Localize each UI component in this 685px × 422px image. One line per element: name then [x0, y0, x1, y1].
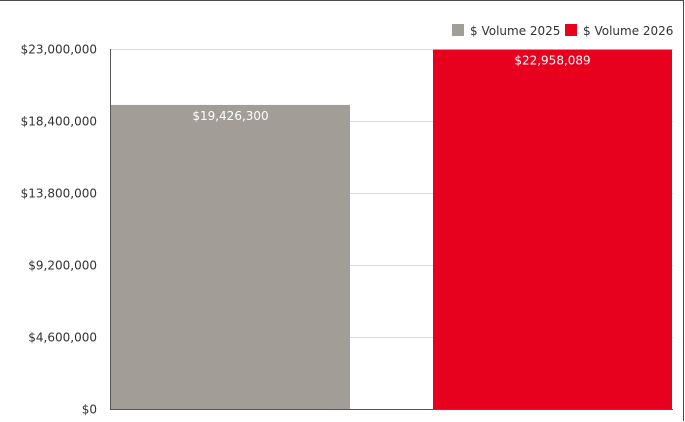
- bar-2025: [111, 104, 350, 410]
- data-labels: $19,426,300 $22,958,089: [192, 54, 590, 123]
- legend-label-2026: $ Volume 2026: [583, 24, 673, 38]
- y-tick-label: $4,600,000: [28, 331, 97, 345]
- y-tick-label: $0: [82, 403, 97, 417]
- legend: $ Volume 2025 $ Volume 2026: [452, 24, 673, 38]
- bars: [111, 49, 672, 410]
- y-tick-label: $23,000,000: [21, 43, 97, 57]
- legend-swatch-2026: [565, 24, 577, 36]
- y-tick-label: $9,200,000: [28, 259, 97, 273]
- data-label-2026: $22,958,089: [514, 54, 590, 68]
- y-tick-label: $18,400,000: [21, 115, 97, 129]
- bar-2026: [433, 49, 672, 409]
- legend-label-2025: $ Volume 2025: [470, 24, 560, 38]
- y-axis: $0 $4,600,000 $9,200,000 $13,800,000 $18,400…: [21, 43, 673, 417]
- data-label-2025: $19,426,300: [192, 109, 268, 123]
- legend-swatch-2025: [452, 24, 464, 36]
- y-tick-label: $13,800,000: [21, 187, 97, 201]
